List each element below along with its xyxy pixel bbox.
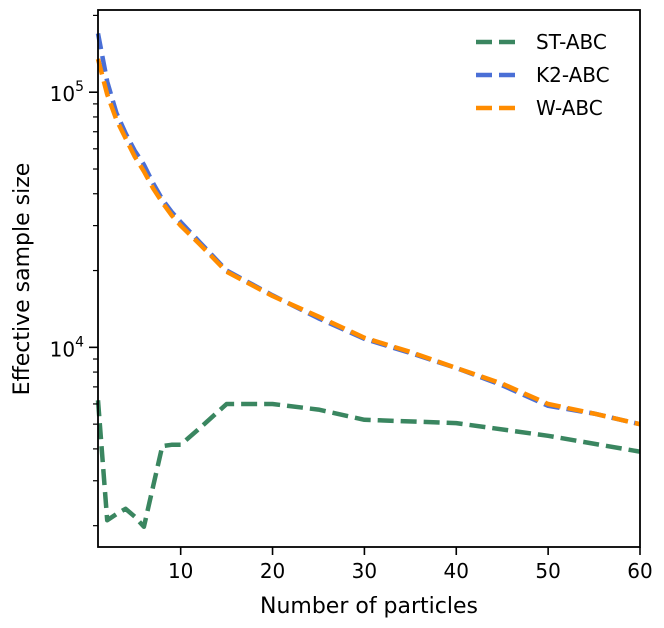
plot-frame xyxy=(97,9,641,548)
x-tick-label: 10 xyxy=(168,559,193,583)
series-line-w-abc xyxy=(95,58,641,427)
x-tick-label: 60 xyxy=(627,559,652,583)
axes-layer: 10 20 30 40 50 60 104 105 xyxy=(50,9,653,583)
y-tick-label: 105 xyxy=(50,79,84,106)
series-line-k2-abc xyxy=(95,32,641,427)
x-tick-label: 40 xyxy=(444,559,469,583)
legend-label-k2-abc: K2-ABC xyxy=(536,63,610,87)
x-tick-label: 50 xyxy=(535,559,560,583)
x-tick-label: 30 xyxy=(352,559,377,583)
legend: ST-ABC K2-ABC W-ABC xyxy=(476,30,610,120)
x-tick-label: 20 xyxy=(260,559,285,583)
y-tick-label: 104 xyxy=(50,334,84,361)
series-layer xyxy=(95,32,641,530)
series-line-st-abc xyxy=(95,400,641,530)
legend-label-st-abc: ST-ABC xyxy=(536,30,607,54)
y-axis-label: Effective sample size xyxy=(10,163,35,396)
x-axis-label: Number of particles xyxy=(260,594,478,619)
legend-label-w-abc: W-ABC xyxy=(536,96,603,120)
